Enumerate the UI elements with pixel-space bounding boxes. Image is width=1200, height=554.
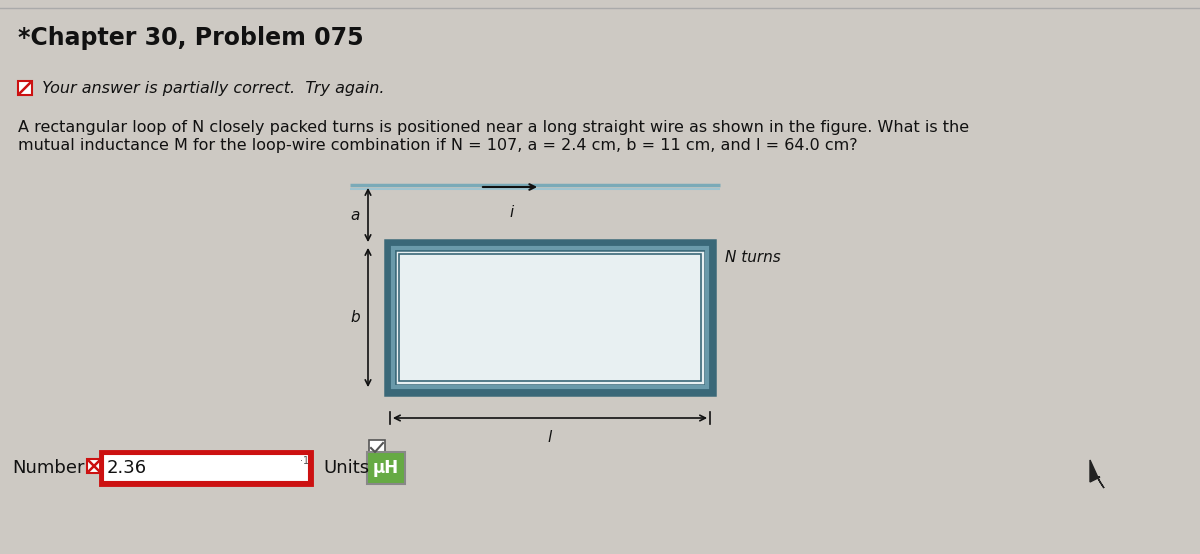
Bar (88, 459, 101, 473)
Bar (101, 452, 311, 484)
Polygon shape (1090, 460, 1104, 488)
Text: a: a (350, 208, 360, 223)
Bar (390, 245, 710, 390)
Bar (367, 452, 406, 484)
Text: b: b (350, 310, 360, 325)
Text: Units: Units (323, 459, 370, 477)
Bar (18, 81, 32, 95)
Text: Your answer is partially correct.  Try again.: Your answer is partially correct. Try ag… (37, 80, 384, 95)
Text: l: l (548, 430, 552, 445)
Text: μH: μH (373, 459, 400, 477)
Bar (103, 454, 310, 482)
Text: ·1: ·1 (300, 456, 310, 466)
Text: i: i (510, 205, 514, 220)
Text: A rectangular loop of N closely packed turns is positioned near a long straight : A rectangular loop of N closely packed t… (18, 120, 970, 135)
Bar (394, 248, 707, 387)
Bar (398, 254, 701, 381)
Text: N turns: N turns (725, 250, 781, 265)
Text: mutual inductance M for the loop-wire combination if N = 107, a = 2.4 cm, b = 11: mutual inductance M for the loop-wire co… (18, 138, 858, 153)
Text: Number: Number (12, 459, 85, 477)
Text: *Chapter 30, Problem 075: *Chapter 30, Problem 075 (18, 26, 364, 50)
Bar (370, 440, 385, 456)
Text: 2.36: 2.36 (107, 459, 148, 477)
